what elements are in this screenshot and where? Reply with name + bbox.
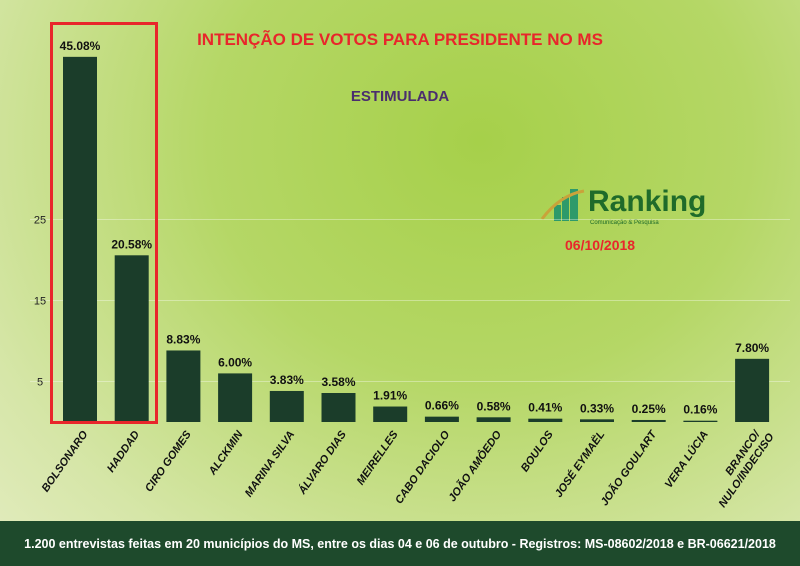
y-tick-label: 25 xyxy=(34,215,46,227)
data-label: 0.33% xyxy=(580,401,614,415)
data-label: 0.58% xyxy=(477,399,511,413)
x-tick-label: CIRO GOMES xyxy=(143,428,194,494)
bar xyxy=(269,390,304,422)
x-tick-label: MARINA SILVA xyxy=(243,429,297,500)
bar xyxy=(373,406,408,422)
highlight-box xyxy=(50,22,158,424)
bar xyxy=(218,373,253,422)
data-label: 0.41% xyxy=(528,401,562,415)
bar xyxy=(63,56,97,423)
x-tick-label: CABO DACIOLO xyxy=(393,428,453,506)
bar xyxy=(631,419,666,422)
bar-chart: 5 15 25 45.08% BOLSONARO 20.58% HADDAD 8.83% CIR… xyxy=(33,38,777,510)
logo-tagline: Comunicação & Pesquisa xyxy=(590,220,659,226)
y-tick-label: 15 xyxy=(34,296,46,308)
bar xyxy=(424,416,459,422)
data-label: 45.08% xyxy=(60,39,101,53)
data-label: 8.83% xyxy=(166,332,200,346)
bar xyxy=(580,419,614,422)
x-tick-label: JOSÉ EYMAËL xyxy=(552,428,608,500)
x-tick-label: ÁLVARO DIAS xyxy=(295,428,349,498)
x-tick-label: BOULOS xyxy=(519,428,556,474)
data-label: 0.16% xyxy=(683,403,717,417)
x-tick-label: JOÃO GOULART xyxy=(598,427,660,508)
bar xyxy=(166,350,201,422)
footer-note: 1.200 entrevistas feitas em 20 município… xyxy=(0,521,800,566)
data-label: 1.91% xyxy=(373,389,407,403)
bar xyxy=(528,418,563,422)
x-tick-label: ALCKMIN xyxy=(206,428,246,478)
data-label: 6.00% xyxy=(218,355,252,369)
y-tick-label: 5 xyxy=(37,377,43,389)
data-label: 7.80% xyxy=(735,341,769,355)
data-label: 0.25% xyxy=(632,402,666,416)
logo-bars-icon xyxy=(540,189,585,221)
data-label: 3.58% xyxy=(321,375,355,389)
bar xyxy=(114,255,149,422)
x-tick-label: HADDAD xyxy=(105,429,142,475)
data-label: 3.83% xyxy=(270,373,304,387)
chart-title: INTENÇÃO DE VOTOS PARA PRESIDENTE NO MS xyxy=(197,30,603,49)
data-label: 0.66% xyxy=(425,399,459,413)
x-tick-label: JOÃO AMÔEDO xyxy=(446,428,505,504)
bar xyxy=(476,417,511,422)
data-label: 20.58% xyxy=(111,237,152,251)
bar xyxy=(683,420,718,422)
logo-name: Ranking xyxy=(588,185,707,218)
survey-date: 06/10/2018 xyxy=(565,237,636,253)
bar xyxy=(321,393,356,422)
x-tick-label: MEIRELLES xyxy=(355,428,401,487)
x-tick-label: VERA LÚCIA xyxy=(662,428,711,490)
bar xyxy=(735,358,770,422)
x-tick-label: BRANCO/NULO/INDECISO xyxy=(706,424,777,510)
chart-subtitle: ESTIMULADA xyxy=(350,88,450,105)
x-tick-label: BOLSONARO xyxy=(40,428,91,494)
